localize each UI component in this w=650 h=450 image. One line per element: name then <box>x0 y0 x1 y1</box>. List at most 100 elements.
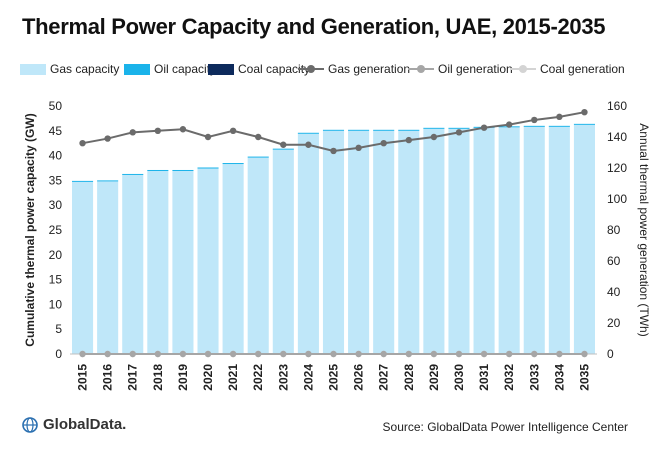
point-oil-generation <box>129 350 136 358</box>
globe-icon <box>22 416 38 433</box>
legend-swatch <box>124 63 150 75</box>
bar-gas-capacity <box>172 170 194 354</box>
point-gas-generation <box>480 124 488 131</box>
bar-oil-capacity <box>97 180 119 182</box>
globaldata-logo: GlobalData. <box>22 416 126 433</box>
point-oil-generation <box>556 350 563 358</box>
point-oil-generation <box>581 350 588 358</box>
x-tick-label: 2017 <box>126 364 140 391</box>
right-tick-label: 140 <box>607 130 627 144</box>
right-tick-label: 100 <box>607 192 627 206</box>
bar-oil-capacity <box>247 156 269 158</box>
legend-gas-capacity: Gas capacity <box>20 62 119 76</box>
bar-gas-capacity <box>573 124 595 355</box>
source-note: Source: GlobalData Power Intelligence Ce… <box>382 420 628 434</box>
bar-gas-capacity <box>247 157 269 354</box>
point-oil-generation <box>305 350 312 358</box>
bar-oil-capacity <box>573 123 595 125</box>
legend-swatch <box>20 63 46 75</box>
bar-oil-capacity <box>348 129 370 131</box>
x-tick-label: 2028 <box>402 364 416 391</box>
right-tick-label: 60 <box>607 254 621 268</box>
point-oil-generation <box>355 350 362 358</box>
point-oil-generation <box>330 350 337 358</box>
x-tick-label: 2025 <box>327 364 341 391</box>
bar-oil-capacity <box>197 167 219 169</box>
bar-gas-capacity <box>548 126 570 354</box>
left-tick-label: 15 <box>49 273 63 287</box>
point-oil-generation <box>104 350 111 358</box>
bar-oil-capacity <box>222 163 244 165</box>
bar-gas-capacity <box>398 130 420 354</box>
x-tick-label: 2033 <box>527 364 541 391</box>
point-oil-generation <box>179 350 187 358</box>
point-gas-generation <box>355 144 362 152</box>
point-gas-generation <box>305 141 312 148</box>
point-oil-generation <box>405 350 412 358</box>
legend-label: Coal capacity <box>238 62 311 76</box>
point-oil-generation <box>430 350 438 358</box>
bar-gas-capacity <box>498 127 520 354</box>
legend-label: Gas generation <box>328 62 411 76</box>
x-tick-label: 2022 <box>251 364 265 391</box>
bar-gas-capacity <box>222 164 244 354</box>
logo-text: GlobalData. <box>43 416 127 433</box>
point-oil-generation <box>79 350 86 358</box>
point-gas-generation <box>104 135 111 142</box>
x-tick-label: 2030 <box>452 364 466 391</box>
bar-oil-capacity <box>548 125 570 127</box>
point-gas-generation <box>505 121 513 128</box>
left-tick-label: 20 <box>49 248 63 262</box>
bar-oil-capacity <box>72 180 94 182</box>
bar-gas-capacity <box>297 133 319 354</box>
legend-gas-generation: Gas generation <box>298 62 410 76</box>
point-gas-generation <box>79 140 86 147</box>
legend-coal-capacity: Coal capacity <box>208 62 310 76</box>
x-tick-label: 2027 <box>377 364 391 391</box>
x-tick-label: 2019 <box>176 364 190 391</box>
bar-gas-capacity <box>322 130 345 354</box>
right-tick-label: 0 <box>607 347 614 361</box>
left-tick-label: 40 <box>49 149 63 163</box>
bar-oil-capacity <box>147 169 169 171</box>
right-tick-label: 20 <box>607 316 621 330</box>
legend-oil-capacity: Oil capacity <box>124 62 216 76</box>
point-gas-generation <box>531 116 538 124</box>
bar-gas-capacity <box>97 181 119 354</box>
point-oil-generation <box>229 350 237 358</box>
bar-oil-capacity <box>448 127 470 129</box>
right-tick-label: 160 <box>607 99 627 113</box>
x-tick-label: 2020 <box>201 364 215 391</box>
bar-gas-capacity <box>373 130 395 354</box>
bar-gas-capacity <box>423 128 445 354</box>
point-gas-generation <box>380 140 387 147</box>
legend-swatch <box>510 63 536 75</box>
bar-oil-capacity <box>122 173 144 175</box>
bar-gas-capacity <box>348 130 370 354</box>
right-axis-title: Annual thermal power generation (TWh) <box>637 123 650 336</box>
bar-gas-capacity <box>272 149 294 354</box>
x-tick-label: 2031 <box>477 364 491 391</box>
bar-oil-capacity <box>523 125 545 127</box>
point-gas-generation <box>229 127 237 134</box>
x-tick-label: 2029 <box>427 364 441 391</box>
point-gas-generation <box>129 129 136 136</box>
x-tick-label: 2021 <box>226 364 240 391</box>
left-axis-title: Cumulative thermal power capacity (GW) <box>23 113 37 346</box>
bar-gas-capacity <box>473 127 495 354</box>
point-oil-generation <box>255 350 262 358</box>
bar-oil-capacity <box>297 132 319 134</box>
x-tick-label: 2016 <box>101 364 115 391</box>
x-tick-label: 2032 <box>502 364 516 391</box>
x-tick-label: 2018 <box>151 364 165 391</box>
point-oil-generation <box>455 350 463 358</box>
bar-gas-capacity <box>448 128 470 354</box>
point-oil-generation <box>531 350 538 358</box>
legend-swatch <box>208 63 234 75</box>
point-oil-generation <box>480 350 488 358</box>
legend-coal-generation: Coal generation <box>510 62 625 76</box>
point-gas-generation <box>455 129 463 136</box>
point-oil-generation <box>380 350 387 358</box>
left-tick-label: 10 <box>49 297 63 311</box>
